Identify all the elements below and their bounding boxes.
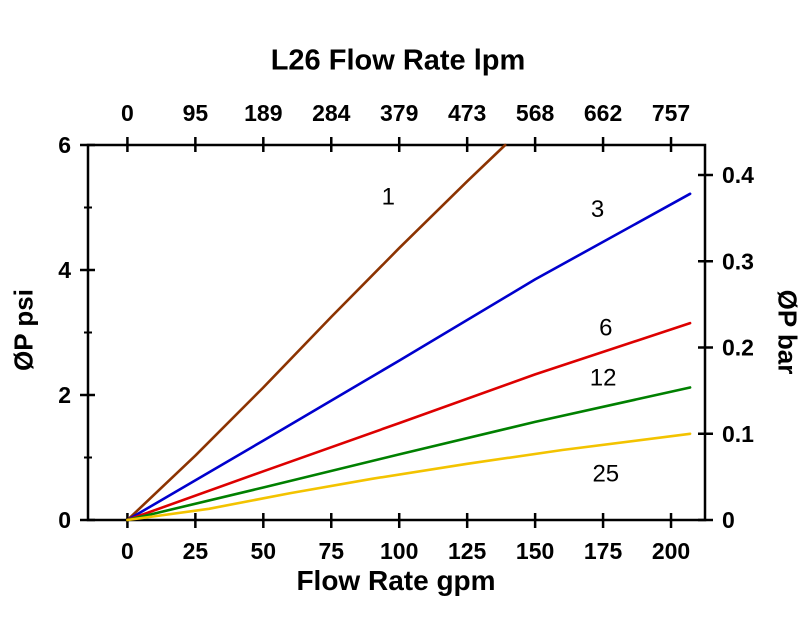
x-bottom-tick-label: 50: [251, 538, 277, 564]
series-line-12: [126, 386, 692, 522]
x-top-tick-label: 284: [312, 100, 351, 126]
x-top-tick-label: 662: [584, 100, 622, 126]
x-bottom-tick-label: 0: [121, 538, 134, 564]
chart-title: L26 Flow Rate lpm: [270, 44, 526, 77]
y-right-tick-label: 0.1: [722, 421, 754, 447]
x-top-tick-label: 379: [380, 100, 418, 126]
x-bottom-tick-label: 200: [652, 538, 690, 564]
y-axis-label-left: ØP psi: [8, 289, 39, 371]
x-top-tick-label: 189: [244, 100, 282, 126]
x-top-tick-label: 568: [516, 100, 555, 126]
series-line-3: [126, 192, 692, 522]
y-right-tick-label: 0.4: [722, 162, 754, 188]
x-bottom-tick-label: 25: [183, 538, 209, 564]
x-axis-label: Flow Rate gpm: [296, 565, 496, 596]
x-bottom-tick-label: 75: [318, 538, 344, 564]
x-bottom-tick-label: 125: [448, 538, 487, 564]
y-right-tick-label: 0: [722, 507, 735, 533]
series-line-1: [126, 143, 507, 522]
series-line-6: [126, 321, 692, 522]
x-top-tick-label: 757: [652, 100, 690, 126]
x-bottom-tick-label: 100: [380, 538, 418, 564]
series-label-1: 1: [382, 183, 395, 210]
y-left-tick-label: 2: [58, 382, 71, 408]
series-label-25: 25: [592, 460, 619, 487]
y-right-tick-label: 0.2: [722, 335, 754, 361]
x-top-tick-label: 473: [448, 100, 486, 126]
x-top-tick-label: 0: [121, 100, 134, 126]
y-left-tick-label: 6: [58, 132, 71, 158]
x-top-tick-label: 95: [183, 100, 209, 126]
series-label-12: 12: [590, 365, 617, 392]
series-label-6: 6: [599, 315, 612, 342]
y-left-tick-label: 0: [58, 507, 71, 533]
y-axis-label-right: ØP bar: [772, 289, 803, 375]
y-left-tick-label: 4: [58, 257, 71, 283]
x-bottom-tick-label: 175: [584, 538, 623, 564]
series-line-25: [126, 432, 692, 522]
series-label-3: 3: [591, 196, 604, 223]
y-right-tick-label: 0.3: [722, 248, 754, 274]
x-bottom-tick-label: 150: [516, 538, 554, 564]
